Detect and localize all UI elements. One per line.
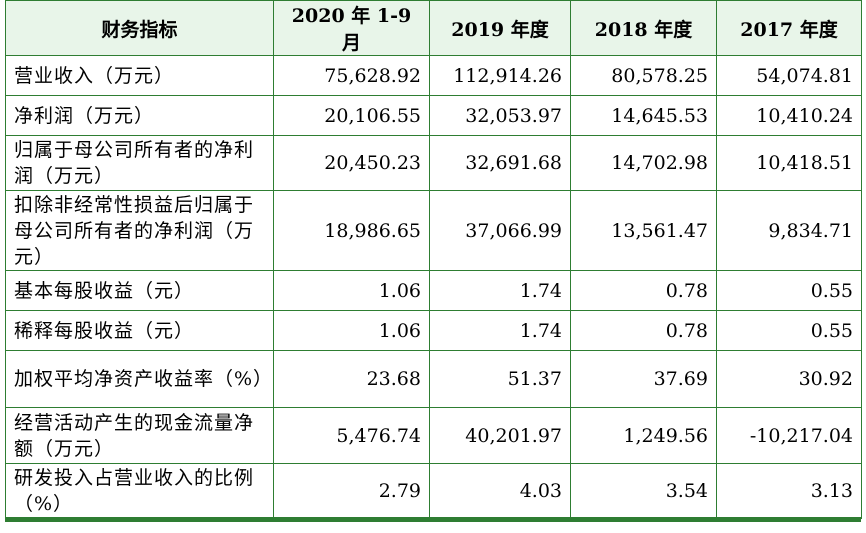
cell-value: 32,053.97 [429, 95, 571, 136]
financial-indicators-table: 财务指标 2020 年 1-9 月 2019 年度 2018 年度 2017 年… [5, 0, 862, 519]
cell-value: 1.74 [429, 270, 571, 311]
header-2017: 2017 年度 [716, 0, 862, 56]
cell-value: 14,645.53 [570, 95, 717, 136]
cell-value: 23.68 [273, 350, 430, 408]
cell-value: 13,561.47 [570, 190, 717, 271]
row-label: 营业收入（万元） [5, 55, 274, 96]
cell-value: 37.69 [570, 350, 717, 408]
row-label: 归属于母公司所有者的净利润（万元） [5, 135, 274, 191]
cell-value: 54,074.81 [716, 55, 862, 96]
table-row: 研发投入占营业收入的比例（%） 2.79 4.03 3.54 3.13 [5, 463, 862, 519]
cell-value: 20,106.55 [273, 95, 430, 136]
row-label: 净利润（万元） [5, 95, 274, 136]
row-label: 基本每股收益（元） [5, 270, 274, 311]
row-label: 扣除非经常性损益后归属于母公司所有者的净利润（万元） [5, 190, 274, 271]
table-row: 稀释每股收益（元） 1.06 1.74 0.78 0.55 [5, 310, 862, 351]
cell-value: 1.06 [273, 310, 430, 351]
cell-value: 80,578.25 [570, 55, 717, 96]
cell-value: 112,914.26 [429, 55, 571, 96]
cell-value: 14,702.98 [570, 135, 717, 191]
cell-value: 9,834.71 [716, 190, 862, 271]
cell-value: 4.03 [429, 463, 571, 519]
header-row: 财务指标 2020 年 1-9 月 2019 年度 2018 年度 2017 年… [5, 0, 862, 56]
cell-value: 1.06 [273, 270, 430, 311]
table-row: 基本每股收益（元） 1.06 1.74 0.78 0.55 [5, 270, 862, 311]
header-indicator: 财务指标 [5, 0, 274, 56]
cell-value: 30.92 [716, 350, 862, 408]
header-2018: 2018 年度 [570, 0, 717, 56]
table-row: 扣除非经常性损益后归属于母公司所有者的净利润（万元） 18,986.65 37,… [5, 190, 862, 271]
row-label: 经营活动产生的现金流量净额（万元） [5, 407, 274, 464]
cell-value: 3.54 [570, 463, 717, 519]
cell-value: 75,628.92 [273, 55, 430, 96]
cell-value: 0.55 [716, 270, 862, 311]
row-label: 加权平均净资产收益率（%） [5, 350, 274, 408]
header-2019: 2019 年度 [429, 0, 571, 56]
cell-value: 1,249.56 [570, 407, 717, 464]
cell-value: 1.74 [429, 310, 571, 351]
row-label: 稀释每股收益（元） [5, 310, 274, 351]
cell-value: 40,201.97 [429, 407, 571, 464]
header-2020-q1-q3: 2020 年 1-9 月 [273, 0, 430, 56]
table-row: 净利润（万元） 20,106.55 32,053.97 14,645.53 10… [5, 95, 862, 136]
cell-value: 3.13 [716, 463, 862, 519]
cell-value: 20,450.23 [273, 135, 430, 191]
table-row: 加权平均净资产收益率（%） 23.68 51.37 37.69 30.92 [5, 350, 862, 408]
cell-value: 51.37 [429, 350, 571, 408]
cell-value: 37,066.99 [429, 190, 571, 271]
cell-value: 0.78 [570, 310, 717, 351]
row-label: 研发投入占营业收入的比例（%） [5, 463, 274, 519]
cell-value: 2.79 [273, 463, 430, 519]
cell-value: 18,986.65 [273, 190, 430, 271]
financial-table-container: 财务指标 2020 年 1-9 月 2019 年度 2018 年度 2017 年… [5, 0, 862, 519]
cell-value: -10,217.04 [716, 407, 862, 464]
table-row: 经营活动产生的现金流量净额（万元） 5,476.74 40,201.97 1,2… [5, 407, 862, 464]
table-row: 归属于母公司所有者的净利润（万元） 20,450.23 32,691.68 14… [5, 135, 862, 191]
cell-value: 0.55 [716, 310, 862, 351]
cell-value: 0.78 [570, 270, 717, 311]
cell-value: 10,418.51 [716, 135, 862, 191]
cell-value: 32,691.68 [429, 135, 571, 191]
table-bottom-rule [5, 517, 861, 522]
cell-value: 5,476.74 [273, 407, 430, 464]
table-row: 营业收入（万元） 75,628.92 112,914.26 80,578.25 … [5, 55, 862, 96]
cell-value: 10,410.24 [716, 95, 862, 136]
